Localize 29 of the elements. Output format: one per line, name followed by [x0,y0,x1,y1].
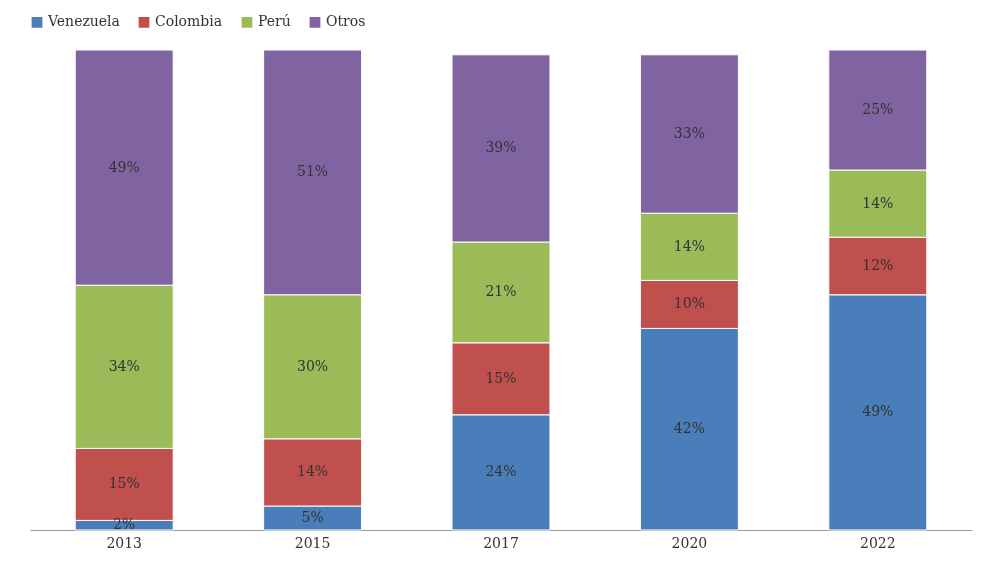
data-label: 15% [485,369,517,386]
data-label: 15% [108,475,140,492]
data-label: 34% [108,357,140,374]
data-label: 33% [673,125,705,141]
data-label: 21% [485,283,517,300]
data-label: 51% [297,163,329,180]
x-tick-label: 2017 [483,534,519,551]
legend-label: Perú [258,13,291,30]
data-label: 10% [673,295,705,312]
data-label: 49% [108,158,140,175]
data-label: 2% [113,516,136,533]
data-label: 39% [485,139,517,156]
data-label: 24% [485,463,517,480]
data-label: 49% [862,403,894,420]
data-label: 5% [301,509,324,525]
data-label: 14% [862,194,894,211]
legend-label: Colombia [155,13,223,30]
data-label: 42% [673,420,705,437]
x-tick-label: 2013 [106,534,143,551]
data-label: 14% [297,463,329,480]
data-label: 30% [297,357,329,374]
data-label: 14% [673,237,705,254]
legend-label: Venezuela [47,13,120,30]
x-tick-label: 2022 [859,534,896,551]
x-tick-label: 2020 [671,534,708,551]
legend-label: Otros [326,13,366,30]
x-tick-label: 2015 [294,534,331,551]
data-label: 12% [862,257,894,273]
data-label: 25% [862,101,894,117]
